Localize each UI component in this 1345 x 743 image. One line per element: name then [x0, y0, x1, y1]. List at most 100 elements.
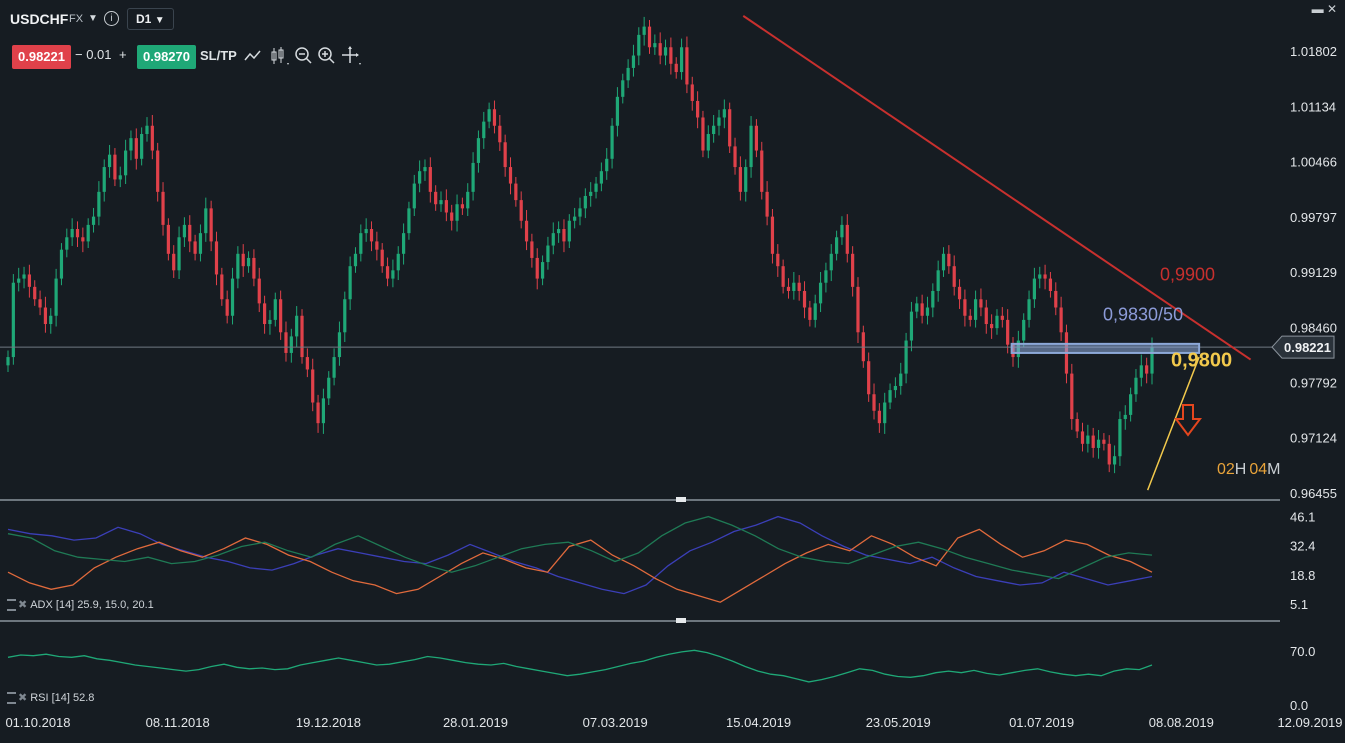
zoom-in-icon[interactable] — [316, 45, 338, 67]
adx-indicator-label[interactable]: ✖ ADX [14] 25.9, 15.0, 20.1 — [7, 598, 154, 612]
candle-body — [626, 67, 630, 81]
candle-body — [33, 286, 37, 300]
close-icon[interactable]: ✖ — [18, 692, 28, 704]
candle-body — [172, 253, 176, 271]
candle-body — [941, 253, 946, 271]
candle-body — [391, 270, 395, 279]
candle-body — [658, 43, 662, 56]
candle-body — [990, 324, 994, 329]
candle-body — [49, 315, 53, 325]
candle-body — [236, 253, 240, 279]
candle-body — [573, 216, 577, 221]
candle-body — [209, 208, 213, 242]
zoom-out-icon[interactable] — [293, 45, 315, 67]
candle-body — [59, 249, 64, 279]
indicator-series-line — [7, 649, 1153, 683]
candle-body — [17, 278, 21, 283]
ask-button[interactable]: 0.98270 — [137, 45, 196, 69]
candle-body — [1096, 439, 1101, 448]
candle-body — [279, 299, 283, 333]
date-tick-label: 01.10.2018 — [5, 715, 70, 730]
line-chart-icon[interactable] — [242, 45, 264, 67]
symbol-label[interactable]: USDCHF — [10, 11, 69, 27]
bid-button[interactable]: 0.98221 — [12, 45, 71, 69]
candle-body — [1054, 290, 1058, 308]
candle-body — [845, 224, 849, 254]
indicator-tick-label: 32.4 — [1290, 539, 1315, 554]
indicator-settings-icon[interactable] — [7, 599, 16, 612]
candle-body — [75, 229, 80, 238]
candle-body — [674, 63, 678, 73]
candle-body — [204, 208, 208, 234]
candle-body — [450, 212, 454, 221]
candle-body — [1086, 435, 1090, 444]
candle-body — [22, 274, 26, 279]
candle-body — [872, 394, 876, 411]
candle-body — [637, 34, 641, 56]
date-axis: 01.10.2018 08.11.2018 19.12.2018 28.01.2019… — [5, 715, 1342, 730]
candle-body — [1145, 365, 1149, 374]
last-price-tag — [1271, 335, 1335, 359]
candle-body — [188, 224, 192, 242]
candle-body — [145, 125, 149, 135]
timeframe-selector[interactable]: D1 ▼ — [127, 8, 174, 30]
countdown-hours-unit: H — [1235, 461, 1247, 478]
date-tick-label: 08.11.2018 — [146, 715, 210, 730]
level-9830-label: 0,9830/50 — [1103, 305, 1183, 325]
candle-body — [124, 150, 128, 176]
candle-body — [888, 390, 892, 403]
candle-body — [557, 229, 561, 234]
candle-body — [273, 299, 277, 320]
candle-body — [562, 229, 566, 242]
symbol-dropdown-icon[interactable]: ▼ — [88, 13, 98, 24]
candle-body — [530, 241, 534, 258]
rsi-indicator-label[interactable]: ✖ RSI [14] 52.8 — [7, 691, 94, 705]
candle-body — [829, 253, 833, 271]
candle-body — [754, 125, 759, 151]
candle-body — [973, 299, 978, 320]
candle-body — [225, 299, 229, 316]
candle-body — [43, 307, 48, 325]
candle-body — [353, 253, 358, 267]
candle-body — [107, 154, 112, 168]
candlestick-icon[interactable] — [268, 45, 290, 67]
candle-body — [241, 253, 245, 267]
date-tick-label: 23.05.2019 — [866, 715, 931, 730]
window-controls[interactable]: ▬ ✕ — [1311, 2, 1337, 16]
chart-toolbar: USDCHF FX ▼ i D1 ▼ 0.98221 − 0.01 + 0.98… — [0, 0, 1280, 72]
candle-body — [589, 191, 593, 196]
candle-body — [466, 191, 470, 209]
candle-body — [733, 146, 737, 168]
candle-body — [824, 270, 828, 283]
info-icon[interactable]: i — [104, 11, 119, 26]
candle-body — [332, 357, 336, 378]
candle-body — [1102, 439, 1106, 444]
candle-body — [738, 167, 742, 192]
candle-body — [834, 237, 839, 254]
candle-body — [439, 200, 443, 205]
candle-body — [1134, 377, 1138, 395]
sltp-button[interactable]: SL/TP — [200, 48, 237, 63]
close-icon[interactable]: ✖ — [18, 599, 28, 611]
candle-body — [11, 282, 15, 358]
candle-body — [728, 109, 732, 147]
candle-body — [177, 237, 181, 271]
candle-body — [621, 80, 625, 97]
candle-body — [599, 171, 603, 184]
candle-body — [337, 332, 342, 358]
chevron-down-icon: ▼ — [154, 15, 165, 26]
candle-body — [1129, 394, 1133, 415]
candle-body — [701, 117, 705, 151]
countdown-minutes: 04 — [1249, 461, 1267, 478]
candle-body — [1022, 319, 1026, 341]
candle-body — [428, 167, 432, 192]
candle-body — [38, 299, 42, 308]
candle-body — [1150, 347, 1154, 374]
date-tick-label: 15.04.2019 — [726, 715, 791, 730]
crosshair-icon[interactable] — [340, 45, 362, 67]
down-arrow-icon — [1174, 403, 1202, 437]
indicator-settings-icon[interactable] — [7, 692, 16, 705]
